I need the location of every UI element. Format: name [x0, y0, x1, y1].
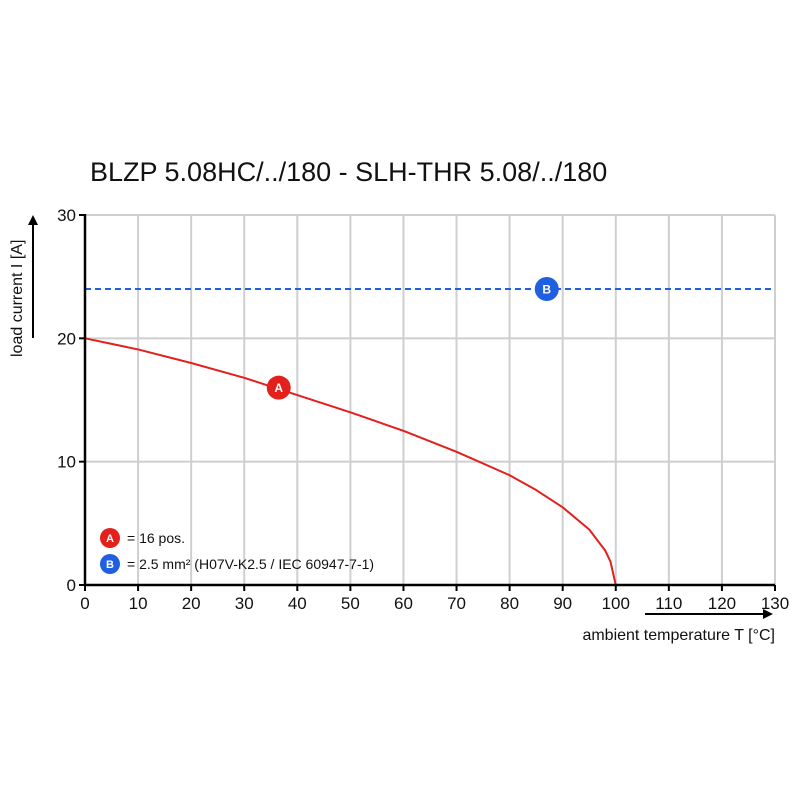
- legend-text: = 2.5 mm² (H07V-K2.5 / IEC 60947-7-1): [127, 556, 374, 572]
- x-tick-label: 10: [129, 594, 148, 613]
- x-tick-label: 50: [341, 594, 360, 613]
- x-tick-label: 80: [500, 594, 519, 613]
- series-b-marker: [534, 277, 559, 301]
- x-tick-label: 120: [708, 594, 736, 613]
- series-markers: AB: [266, 277, 559, 400]
- legend-marker-label: B: [106, 559, 114, 571]
- series-a-marker-label: A: [274, 381, 283, 395]
- series-layer: [84, 288, 775, 586]
- series-a-marker: [266, 375, 291, 400]
- chart-title: BLZP 5.08HC/../180 - SLH-THR 5.08/../180: [90, 157, 608, 187]
- series-b-marker-label: B: [542, 283, 551, 297]
- legend: A = 16 pos. B = 2.5 mm² (H07V-K2.5 / IEC 60…: [100, 528, 374, 574]
- legend-marker-b: [100, 554, 120, 574]
- grid: [85, 214, 776, 585]
- x-tick-label: 30: [235, 594, 254, 613]
- legend-marker-a: [100, 528, 120, 548]
- y-tick-label: 10: [57, 453, 76, 472]
- legend-text: = 16 pos.: [127, 530, 185, 546]
- legend-marker-label: A: [106, 533, 114, 545]
- x-tick-label: 100: [602, 594, 630, 613]
- y-tick-label: 0: [67, 576, 76, 595]
- y-tick-label: 30: [57, 206, 76, 225]
- x-tick-label: 0: [80, 594, 89, 613]
- tick-labels: 0 10 20 30 40 50 60 70 80 90 100 110 120 130 0 10 20 30: [57, 206, 789, 613]
- x-axis-label: ambient temperature T [°C]: [582, 627, 775, 644]
- axes: [79, 214, 776, 591]
- x-tick-label: 20: [182, 594, 201, 613]
- x-tick-label: 90: [553, 594, 572, 613]
- x-tick-label: 40: [288, 594, 307, 613]
- x-tick-label: 60: [394, 594, 413, 613]
- y-tick-label: 20: [57, 329, 76, 348]
- x-tick-label: 110: [655, 594, 682, 613]
- x-tick-label: 130: [761, 594, 789, 613]
- y-axis-label: load current I [A]: [9, 240, 26, 357]
- axis-labels: ambient temperature T [°C] load current …: [9, 215, 775, 644]
- series-a-line: [84, 337, 617, 586]
- x-tick-label: 70: [447, 594, 466, 613]
